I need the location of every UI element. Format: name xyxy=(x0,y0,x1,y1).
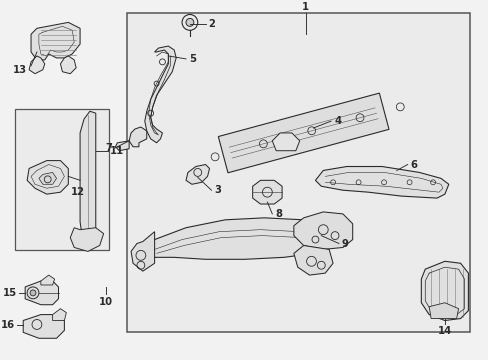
Text: 9: 9 xyxy=(341,239,348,248)
Polygon shape xyxy=(25,281,59,305)
Polygon shape xyxy=(185,165,209,184)
Text: 13: 13 xyxy=(13,65,27,75)
Polygon shape xyxy=(115,141,129,151)
Text: 3: 3 xyxy=(214,185,221,195)
Text: 10: 10 xyxy=(99,297,112,307)
Polygon shape xyxy=(272,133,299,151)
Polygon shape xyxy=(80,111,96,239)
Polygon shape xyxy=(39,172,57,184)
Polygon shape xyxy=(315,167,448,198)
Polygon shape xyxy=(31,22,80,60)
Polygon shape xyxy=(428,303,458,319)
Polygon shape xyxy=(41,275,55,285)
Polygon shape xyxy=(218,93,388,173)
Polygon shape xyxy=(27,161,68,194)
Polygon shape xyxy=(144,46,176,143)
Polygon shape xyxy=(293,246,332,275)
Polygon shape xyxy=(421,261,468,320)
Text: 12: 12 xyxy=(71,187,85,197)
Polygon shape xyxy=(293,212,352,249)
Polygon shape xyxy=(252,180,282,204)
Bar xyxy=(15,109,108,250)
Polygon shape xyxy=(144,218,332,259)
Text: 1: 1 xyxy=(302,1,308,12)
Circle shape xyxy=(30,290,36,296)
Text: 7: 7 xyxy=(105,143,112,153)
Text: 11: 11 xyxy=(109,146,123,156)
Polygon shape xyxy=(131,232,154,271)
Polygon shape xyxy=(61,56,76,74)
Text: 16: 16 xyxy=(1,320,15,330)
Text: 4: 4 xyxy=(333,116,341,126)
Polygon shape xyxy=(23,315,64,338)
Polygon shape xyxy=(70,228,103,251)
Text: 6: 6 xyxy=(410,159,417,170)
Circle shape xyxy=(185,18,193,26)
Polygon shape xyxy=(129,127,146,147)
Text: 5: 5 xyxy=(188,54,196,64)
Polygon shape xyxy=(53,309,66,320)
Polygon shape xyxy=(29,56,45,74)
Bar xyxy=(127,13,469,332)
Text: 14: 14 xyxy=(437,327,451,337)
Text: 8: 8 xyxy=(275,209,282,219)
Text: 2: 2 xyxy=(208,19,215,30)
Text: 15: 15 xyxy=(3,288,17,298)
